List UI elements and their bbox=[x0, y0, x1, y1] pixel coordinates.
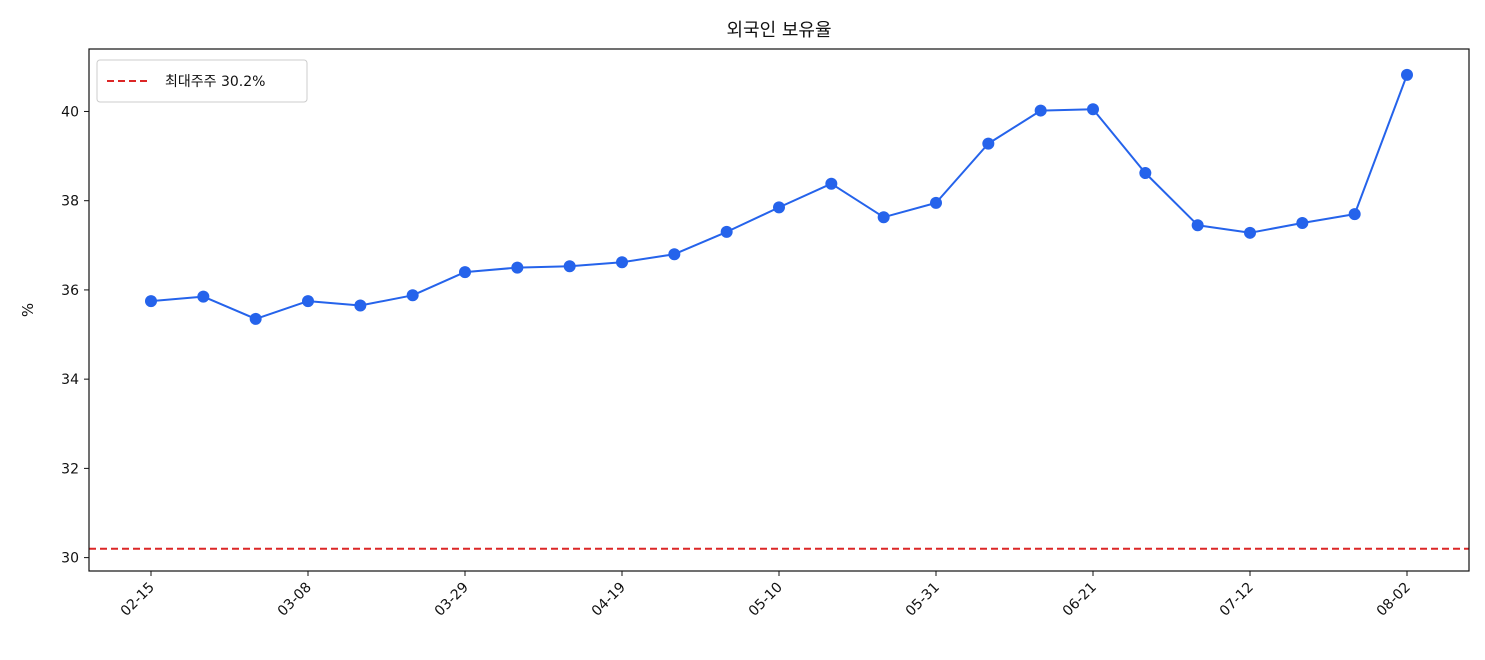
data-point bbox=[1244, 226, 1256, 239]
y-tick-label: 32 bbox=[61, 461, 79, 477]
x-tick-label: 08-02 bbox=[1374, 580, 1414, 620]
data-point bbox=[249, 312, 262, 325]
data-point bbox=[616, 256, 628, 269]
data-point bbox=[720, 225, 733, 238]
series-layer bbox=[145, 68, 1413, 325]
data-point bbox=[1348, 208, 1361, 221]
data-point bbox=[145, 295, 157, 308]
data-point bbox=[1401, 68, 1413, 81]
y-tick-label: 34 bbox=[61, 372, 79, 388]
y-tick-label: 38 bbox=[61, 194, 79, 210]
plot-frame bbox=[88, 48, 1470, 572]
data-point bbox=[825, 177, 838, 190]
legend-reference-label: 최대주주 30.2% bbox=[165, 74, 265, 90]
x-tick-label: 02-15 bbox=[118, 580, 158, 620]
legend-box bbox=[96, 59, 308, 103]
x-tick-label: 07-12 bbox=[1217, 580, 1257, 620]
data-point bbox=[773, 201, 785, 214]
chart-title: 외국인 보유율 bbox=[726, 20, 831, 41]
data-point bbox=[354, 299, 367, 312]
data-point bbox=[668, 248, 681, 261]
x-tick-label: 03-08 bbox=[275, 580, 315, 620]
data-point bbox=[1087, 103, 1099, 116]
data-point bbox=[302, 295, 314, 308]
data-point bbox=[877, 211, 890, 224]
data-point bbox=[459, 266, 471, 279]
data-point bbox=[1296, 217, 1309, 229]
data-point bbox=[197, 290, 210, 303]
data-point bbox=[982, 137, 995, 150]
series-line bbox=[150, 74, 1408, 320]
data-point bbox=[1034, 104, 1047, 117]
y-axis: 30 32 34 36 38 40 bbox=[61, 104, 89, 567]
legend: 최대주주 30.2% bbox=[96, 59, 308, 103]
x-tick-label: 05-10 bbox=[746, 580, 786, 620]
x-tick-label: 05-31 bbox=[903, 580, 943, 620]
x-tick-label: 06-21 bbox=[1060, 580, 1100, 620]
y-tick-label: 36 bbox=[61, 283, 79, 299]
data-point bbox=[406, 289, 419, 302]
x-tick-label: 04-19 bbox=[589, 580, 629, 620]
x-tick-label: 03-29 bbox=[432, 580, 472, 620]
y-tick-label: 30 bbox=[61, 551, 79, 567]
data-point bbox=[563, 260, 576, 273]
y-axis-label: % bbox=[19, 303, 37, 317]
data-point bbox=[1139, 167, 1152, 180]
x-axis: 02-15 03-08 03-29 04-19 05-10 05-31 06-21 07-12… bbox=[118, 571, 1414, 620]
data-point bbox=[1191, 219, 1204, 232]
data-point bbox=[930, 196, 942, 209]
y-tick-label: 40 bbox=[61, 104, 79, 120]
data-point bbox=[511, 261, 524, 274]
